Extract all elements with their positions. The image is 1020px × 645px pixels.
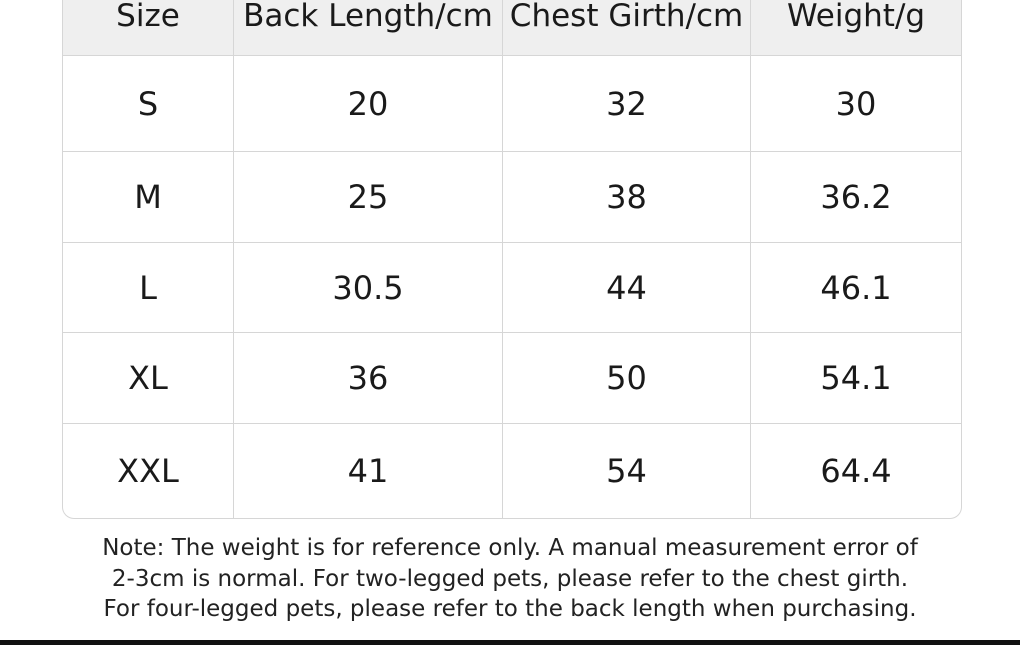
table-cell: L xyxy=(63,243,234,333)
bottom-bar xyxy=(0,640,1020,645)
table-cell: 64.4 xyxy=(820,452,892,490)
note-line: For four-legged pets, please refer to th… xyxy=(103,596,917,622)
table-cell: 38 xyxy=(503,152,751,243)
table-cell: 30.5 xyxy=(234,243,503,333)
table-cell: 32 xyxy=(503,56,751,152)
note-line: 2-3cm is normal. For two-legged pets, pl… xyxy=(111,565,909,592)
table-cell: 54 xyxy=(503,424,751,518)
table-cell: S xyxy=(63,56,234,152)
header-cell: Weight/g xyxy=(751,0,961,56)
table-cell: 36.2 xyxy=(751,152,961,243)
note-line: Note: The weight is for reference only. … xyxy=(102,535,918,561)
note: Note: The weight is for reference only. … xyxy=(0,533,1020,625)
table-cell: 50 xyxy=(503,333,751,424)
table-cell: 41 xyxy=(234,424,503,518)
table-cell: 30 xyxy=(751,56,961,152)
size-table: Size Back Length/cm Chest Girth/cm Weight/g… xyxy=(62,0,962,519)
table-cell: XL xyxy=(63,333,234,424)
table-cell: 46.1 xyxy=(751,243,961,333)
table-cell: 54.1 xyxy=(751,333,961,424)
table-cell: M xyxy=(63,152,234,243)
header-cell: Chest Girth/cm xyxy=(503,0,751,56)
table-cell: 44 xyxy=(503,243,751,333)
table-cell: XXL xyxy=(63,424,234,518)
table-cell: 36 xyxy=(234,333,503,424)
table-cell: 20 xyxy=(234,56,503,152)
header-cell: Size xyxy=(63,0,234,56)
table-cell: 25 xyxy=(234,152,503,243)
header-cell: Back Length/cm xyxy=(234,0,503,56)
